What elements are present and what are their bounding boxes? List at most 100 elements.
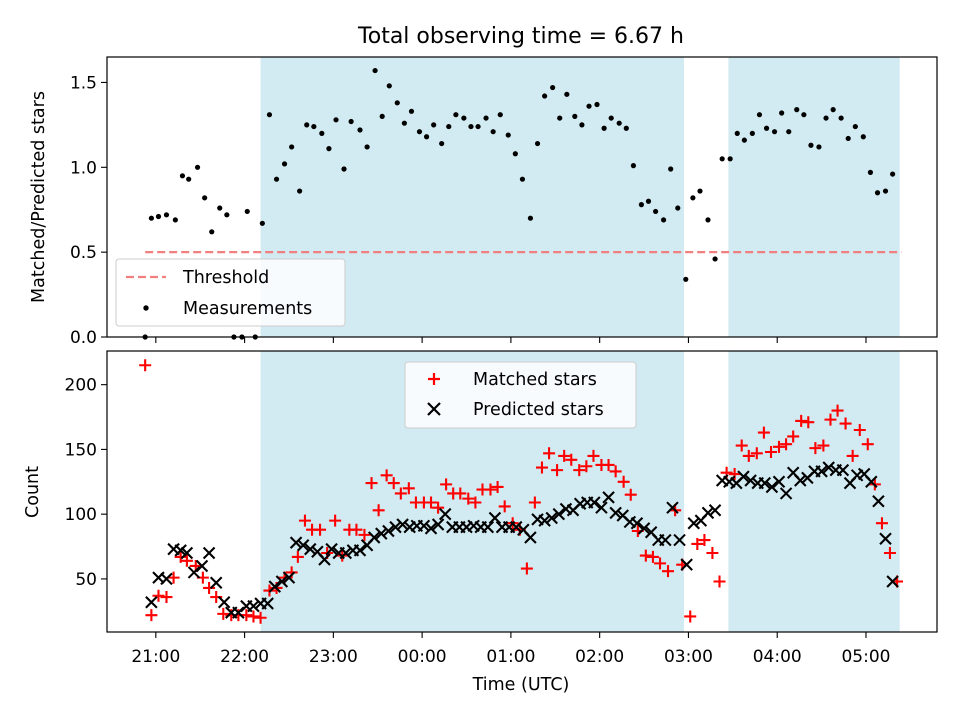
- measurement-point: [401, 120, 407, 126]
- measurement-point: [341, 166, 347, 172]
- matched-stars-point: [167, 571, 180, 584]
- predicted-stars-point: [289, 536, 303, 549]
- matched-stars-point: [402, 482, 415, 495]
- legend-matched-swatch: [428, 373, 440, 385]
- measurement-point: [468, 123, 474, 130]
- ratio-legend: Threshold Measurements: [115, 258, 346, 327]
- predicted-stars-point: [687, 516, 701, 530]
- ratio-x-ticks: [155, 337, 867, 343]
- legend-threshold-label: Threshold: [182, 268, 269, 288]
- measurement-point: [453, 112, 459, 118]
- measurement-point: [608, 115, 614, 121]
- matched-stars-point: [454, 487, 467, 500]
- predicted-stars-point: [424, 522, 438, 535]
- predicted-stars-point: [481, 520, 495, 534]
- matched-stars-point: [254, 611, 267, 624]
- x-tick-label: 23:00: [309, 647, 358, 667]
- measurement-point: [497, 112, 503, 118]
- predicted-stars-point: [180, 546, 194, 560]
- predicted-stars-point: [666, 501, 679, 514]
- predicted-stars-point: [195, 559, 209, 573]
- legend-measurements-swatch: [143, 305, 149, 311]
- legend-measurements-label: Measurements: [183, 299, 312, 319]
- measurement-point: [683, 276, 689, 282]
- measurement-point: [838, 115, 844, 121]
- matched-stars-point: [846, 449, 859, 462]
- ratio-shaded-interval: [728, 57, 900, 337]
- legend-matched-label: Matched stars: [473, 370, 597, 390]
- matched-stars-point: [425, 496, 438, 509]
- measurement-point: [490, 129, 496, 135]
- ratio-y-tick-label: 0.0: [70, 328, 97, 348]
- matched-stars-point: [551, 464, 564, 477]
- predicted-stars-point: [588, 496, 601, 509]
- count-y-tick-label: 50: [75, 570, 97, 590]
- measurement-point: [304, 122, 310, 128]
- predicted-stars-point: [187, 566, 201, 579]
- count-axes-frame: [106, 350, 938, 633]
- ratio-marks: [142, 67, 902, 340]
- measurement-point: [319, 130, 325, 136]
- measurement-point: [705, 217, 711, 223]
- predicted-stars-point: [275, 575, 289, 588]
- matched-stars-point: [298, 514, 311, 527]
- predicted-stars-point: [160, 572, 173, 586]
- measurement-point: [372, 67, 378, 74]
- matched-stars-point: [491, 480, 504, 493]
- count-y-tick-label: 150: [65, 440, 97, 460]
- measurement-point: [326, 146, 332, 152]
- measurement-point: [423, 134, 430, 140]
- matched-stars-point: [728, 468, 741, 481]
- matched-stars-point: [528, 496, 541, 509]
- predicted-stars-point: [339, 546, 353, 560]
- matched-stars-point: [780, 438, 793, 451]
- measurement-point: [690, 195, 696, 201]
- matched-stars-point: [329, 514, 342, 527]
- measurement-point: [586, 103, 592, 109]
- measurement-point: [557, 115, 563, 121]
- matched-stars-point: [654, 557, 667, 570]
- measurement-point: [333, 117, 339, 123]
- matched-stars-point: [350, 523, 363, 536]
- matched-stars-point: [646, 550, 659, 563]
- measurement-point: [439, 140, 445, 147]
- matched-stars-point: [558, 449, 571, 462]
- measurement-point: [394, 100, 400, 106]
- measurement-point: [852, 123, 858, 130]
- measurement-point: [860, 134, 866, 140]
- measurement-point: [630, 163, 637, 169]
- x-tick-label: 22:00: [220, 647, 269, 667]
- x-tick-label: 01:00: [486, 647, 535, 667]
- ratio-observing-intervals: [260, 57, 900, 337]
- predicted-stars-point: [431, 518, 445, 531]
- matched-stars-point: [440, 478, 453, 491]
- matched-stars-point: [203, 581, 216, 594]
- x-tick-label: 03:00: [664, 647, 713, 667]
- ratio-y-tick-label: 1.5: [70, 73, 97, 93]
- predicted-stars-point: [637, 522, 651, 535]
- x-tick-label: 00:00: [398, 647, 447, 667]
- matched-stars-point: [609, 465, 622, 478]
- measurement-point: [579, 122, 585, 128]
- matched-stars-point: [735, 439, 748, 452]
- matched-stars-point: [543, 447, 556, 460]
- measurement-point: [519, 176, 526, 182]
- ratio-axes-frame: [106, 56, 938, 338]
- predicted-stars-point: [659, 533, 672, 547]
- measurement-point: [379, 113, 385, 119]
- measurement-point: [771, 129, 778, 135]
- matched-stars-point: [372, 504, 385, 517]
- measurement-point: [874, 190, 881, 196]
- measurement-point: [289, 144, 295, 150]
- measurement-point: [244, 208, 250, 215]
- predicted-stars-point: [779, 487, 793, 500]
- count-y-ticks: 50 100 150 200: [65, 376, 107, 590]
- x-tick-label: 02:00: [575, 647, 624, 667]
- predicted-stars-point: [217, 595, 231, 609]
- matched-stars-point: [853, 423, 866, 436]
- predicted-stars-point: [353, 544, 367, 557]
- measurement-point: [348, 118, 354, 125]
- measurement-point: [209, 229, 215, 235]
- matched-stars-point: [160, 591, 173, 604]
